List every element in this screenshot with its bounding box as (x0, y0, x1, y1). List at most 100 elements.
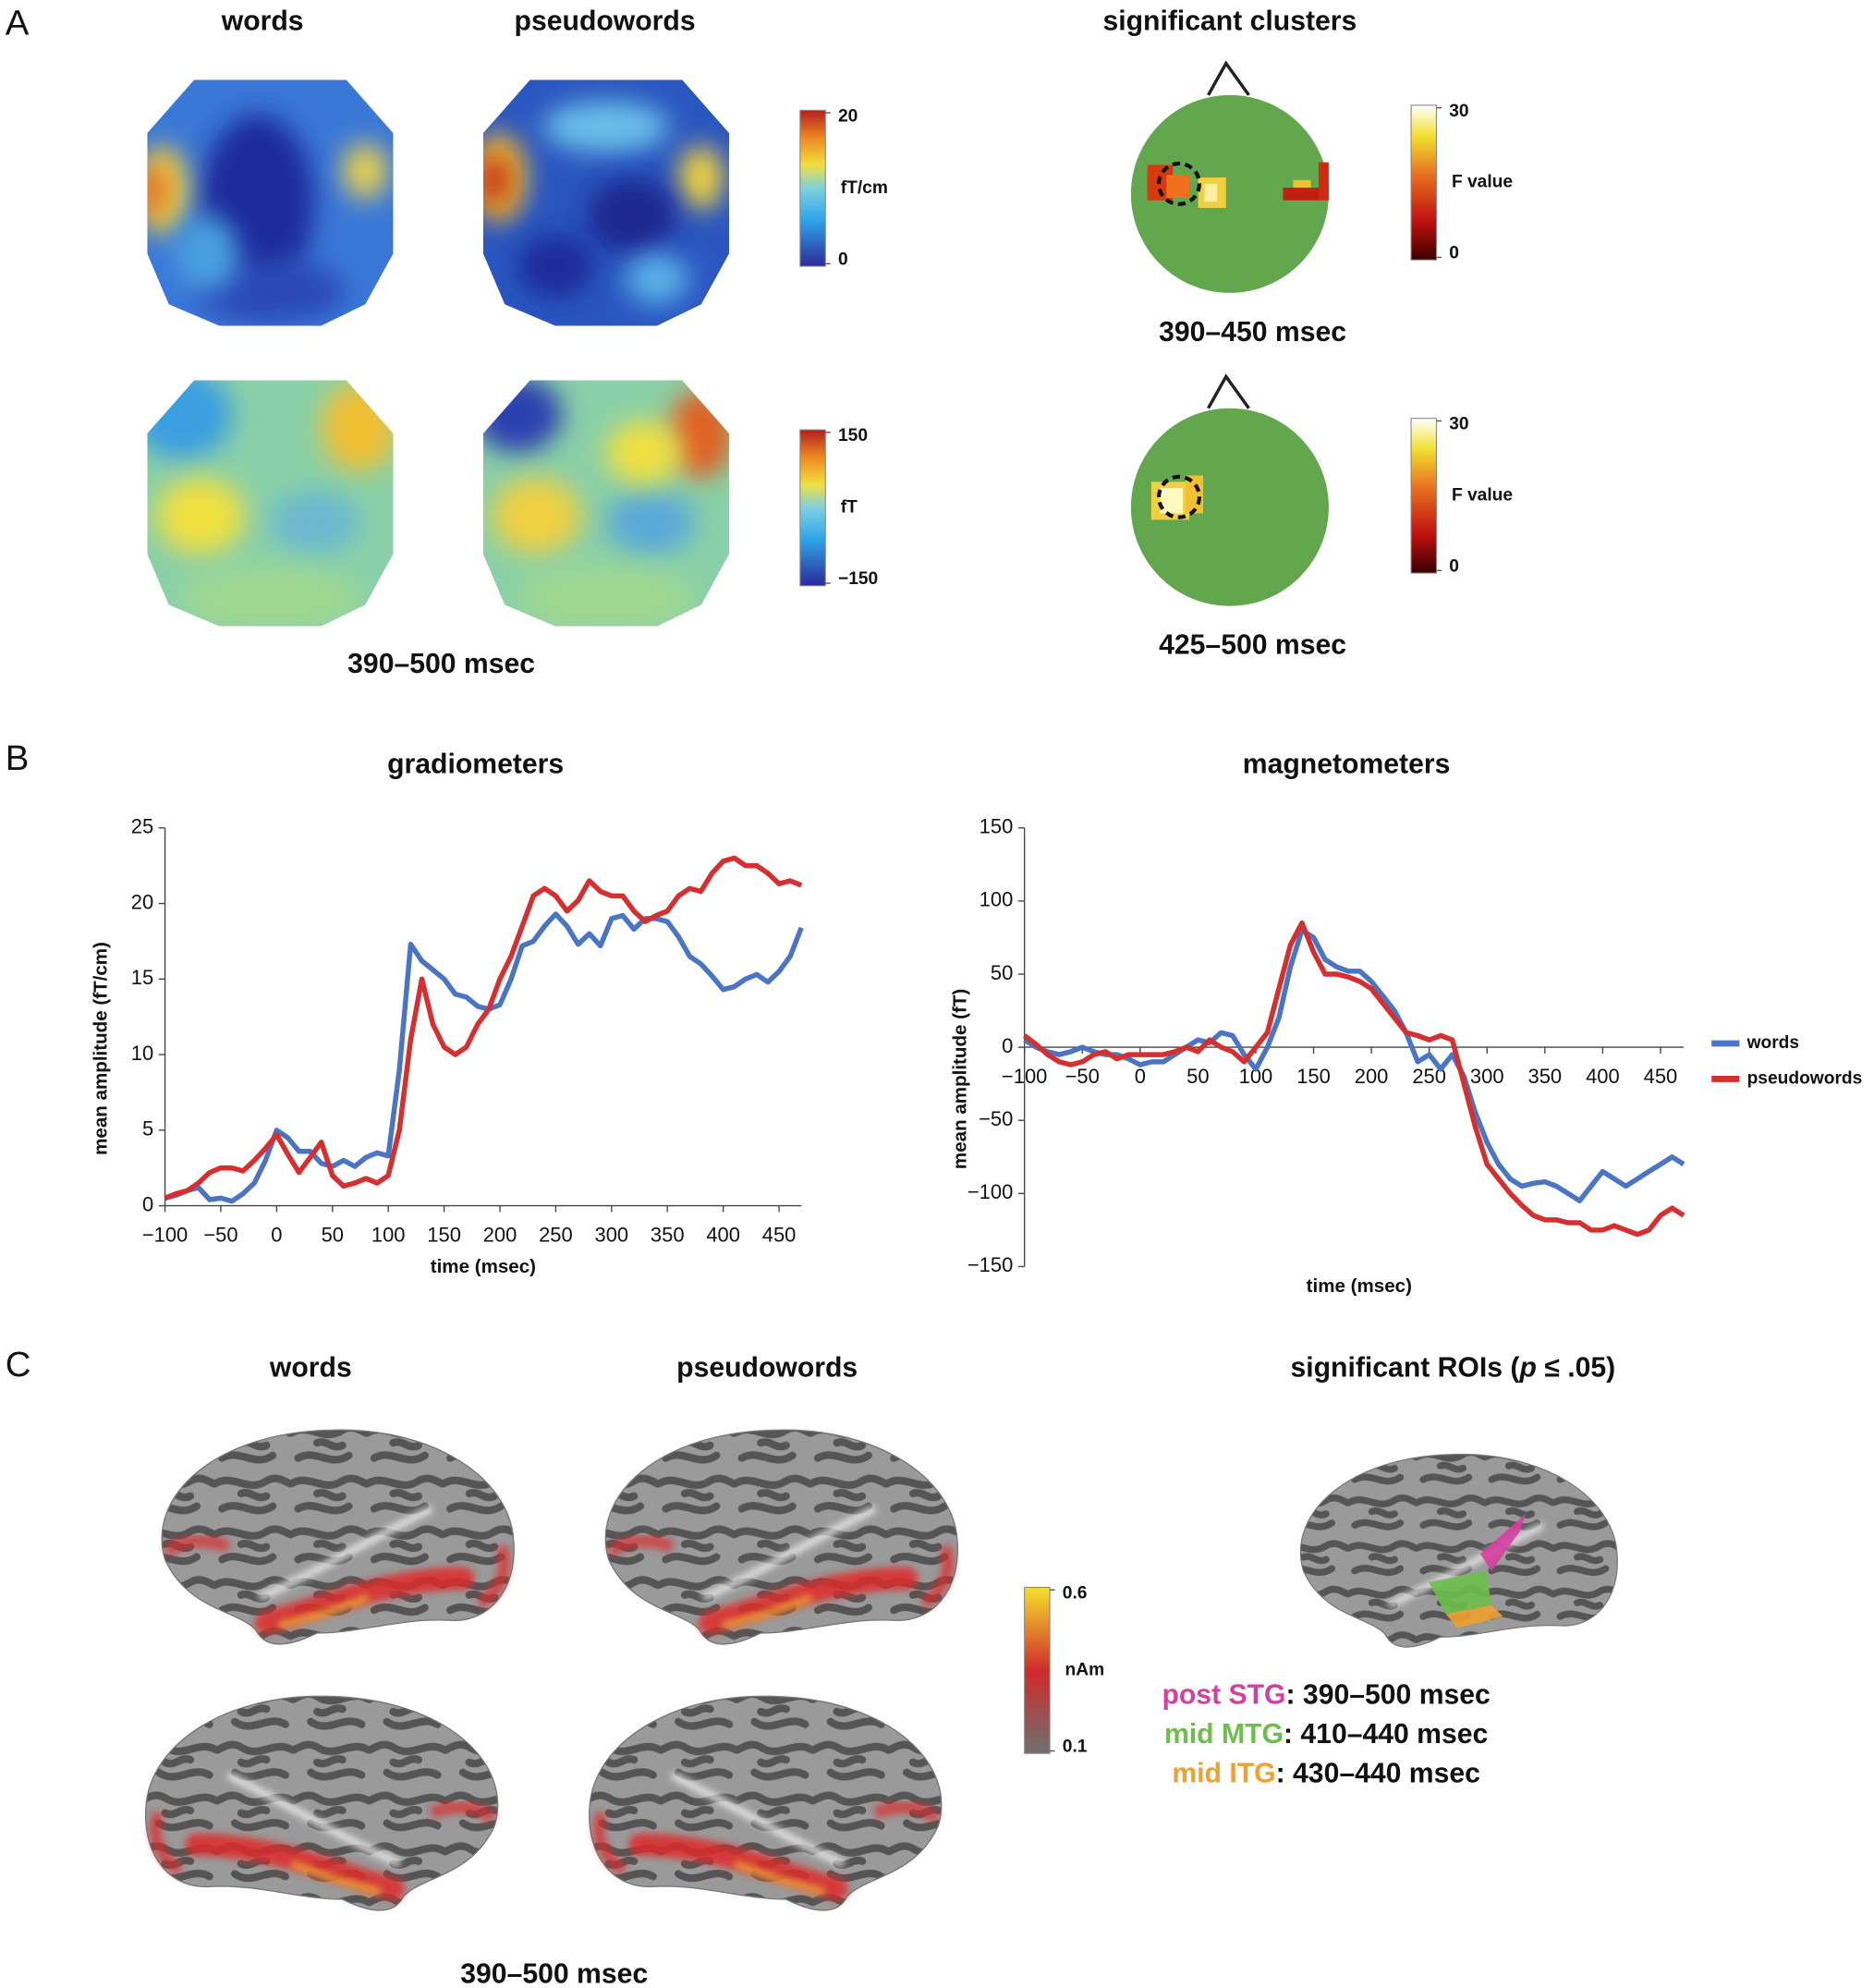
panel-label: B (6, 738, 30, 778)
roi (1479, 1513, 1527, 1571)
y-tick-label: 50 (991, 961, 1013, 984)
colorbar-min: −150 (838, 569, 878, 589)
y-tick-label: 100 (980, 888, 1014, 911)
brain (161, 1429, 515, 1645)
colorbar-min: 0 (1449, 243, 1459, 262)
colorbar (1410, 104, 1438, 261)
y-tick-label: 20 (131, 890, 153, 913)
activation (254, 1567, 475, 1635)
sylvian (226, 1772, 401, 1867)
topo-blob (147, 165, 166, 216)
brain (145, 1695, 499, 1911)
topo-blob (517, 567, 695, 627)
activation (290, 1860, 382, 1896)
roi-name: post STG (1162, 1679, 1285, 1710)
y-tick-label: −100 (967, 1180, 1013, 1203)
topo-blob (678, 145, 724, 210)
y-tick-label: 5 (142, 1117, 153, 1140)
head (1130, 94, 1329, 293)
colorbar-unit: fT/cm (841, 178, 888, 198)
topomap (147, 380, 394, 627)
x-tick-label: 250 (539, 1223, 573, 1246)
x-tick-label: −50 (203, 1223, 237, 1246)
sylvian (1387, 1522, 1545, 1608)
cluster-spot (1166, 175, 1189, 199)
topomap (482, 380, 730, 627)
activation (185, 1833, 405, 1901)
cluster-spot (1283, 188, 1321, 201)
y-axis-label: mean amplitude (fT/cm) (90, 942, 111, 1155)
x-tick-label: 0 (271, 1223, 282, 1246)
roi-window: : 410–440 msec (1284, 1719, 1488, 1750)
time-window: 425–500 msec (1159, 630, 1346, 661)
activation (734, 1860, 825, 1896)
x-tick-label: 450 (762, 1223, 797, 1246)
colorbar-max: 150 (838, 426, 868, 445)
x-tick-label: 300 (1470, 1065, 1504, 1088)
topomap (482, 79, 730, 326)
topo-blob (181, 567, 359, 627)
x-tick-label: 300 (595, 1223, 629, 1246)
topo-title: words (221, 6, 304, 37)
time-window: 390–450 msec (1159, 317, 1346, 348)
activation (919, 1544, 955, 1609)
topo-blob (147, 380, 233, 459)
topo-blob (605, 421, 683, 485)
y-tick-label: −150 (967, 1253, 1013, 1276)
y-tick-label: 25 (131, 815, 153, 838)
sylvian (670, 1772, 845, 1867)
roi (1445, 1604, 1503, 1628)
roi-name: mid ITG (1172, 1759, 1275, 1789)
x-tick-label: 200 (1355, 1065, 1389, 1088)
topo-blob (492, 478, 581, 555)
chart-title: magnetometers (1243, 750, 1451, 780)
colorbar-max: 30 (1449, 415, 1468, 434)
x-tick-label: 150 (1296, 1065, 1331, 1088)
cluster-spot (1185, 475, 1204, 514)
y-tick-label: 0 (142, 1192, 153, 1215)
series-line (164, 911, 804, 1204)
x-tick-label: 150 (427, 1223, 461, 1246)
time-window: 390–500 msec (460, 1958, 648, 1988)
activation (699, 1567, 919, 1635)
topo-blob (342, 143, 389, 200)
x-tick-label: 100 (371, 1223, 406, 1246)
topo-blob (321, 383, 394, 472)
panel-label: A (6, 4, 30, 43)
series-line (1023, 927, 1685, 1203)
colorbar-unit: F value (1452, 173, 1513, 192)
cluster-ring (1157, 474, 1202, 519)
nose (1207, 373, 1250, 409)
colorbar-max: 20 (838, 106, 858, 126)
roi-name: mid MTG (1164, 1719, 1284, 1750)
roi (1429, 1570, 1492, 1615)
legend-label: words (1746, 1033, 1800, 1053)
roi-title-part: p (1518, 1353, 1536, 1384)
activation (606, 1534, 675, 1558)
brain-title: pseudowords (676, 1353, 858, 1384)
series-line (164, 855, 803, 1201)
sylvian (702, 1506, 877, 1601)
y-tick-label: −50 (979, 1107, 1013, 1130)
brain (1299, 1454, 1618, 1648)
x-axis-label: time (msec) (1307, 1275, 1412, 1297)
colorbar-min: 0 (838, 250, 848, 269)
colorbar (799, 109, 826, 267)
x-axis-label: time (msec) (431, 1256, 536, 1277)
x-tick-label: 0 (1135, 1065, 1146, 1088)
activation (593, 1811, 627, 1875)
topo-blob (482, 154, 510, 206)
cluster-ring (1157, 161, 1202, 206)
time-window: 390–500 msec (347, 649, 535, 679)
colorbar-max: 30 (1449, 102, 1468, 121)
cluster-spot (1160, 488, 1184, 514)
topo-blob (605, 490, 695, 555)
topo-blob (517, 234, 594, 299)
x-tick-label: 450 (1644, 1065, 1678, 1088)
cluster-spot (1204, 183, 1218, 202)
brain (604, 1429, 958, 1645)
colorbar-min: 0.1 (1063, 1737, 1088, 1756)
topo-title: pseudowords (515, 6, 696, 37)
